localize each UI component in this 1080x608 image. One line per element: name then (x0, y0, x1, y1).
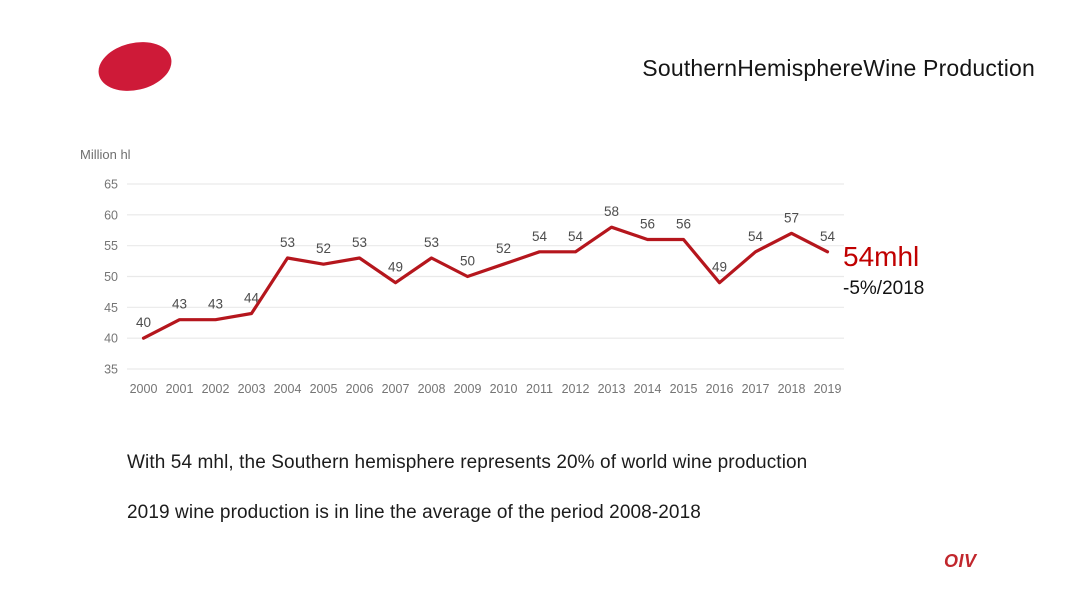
data-point-label: 44 (244, 291, 260, 306)
data-point-label: 43 (172, 297, 187, 312)
annotation-latest-value: 54mhl (843, 241, 920, 272)
data-point-label: 56 (676, 217, 691, 232)
x-tick-label: 2016 (706, 382, 734, 396)
data-point-label: 53 (424, 235, 439, 250)
x-tick-label: 2002 (202, 382, 230, 396)
data-point-label: 49 (388, 260, 403, 275)
data-point-label: 54 (820, 229, 836, 244)
y-tick-label: 35 (104, 363, 118, 377)
data-point-label: 58 (604, 204, 619, 219)
y-tick-label: 65 (104, 178, 118, 192)
x-tick-label: 2003 (238, 382, 266, 396)
x-tick-label: 2017 (742, 382, 770, 396)
x-tick-label: 2001 (166, 382, 194, 396)
y-tick-label: 55 (104, 239, 118, 253)
y-tick-label: 40 (104, 332, 118, 346)
y-tick-label: 45 (104, 301, 118, 315)
data-point-label: 52 (316, 241, 331, 256)
note-line-1: With 54 mhl, the Southern hemisphere rep… (127, 452, 808, 473)
data-point-label: 57 (784, 210, 799, 225)
data-point-label: 54 (748, 229, 764, 244)
x-tick-label: 2009 (454, 382, 482, 396)
series-line (141, 225, 830, 340)
x-tick-label: 2015 (670, 382, 698, 396)
y-axis-label: Million hl (80, 147, 131, 162)
x-tick-label: 2012 (562, 382, 590, 396)
data-point-label: 52 (496, 241, 511, 256)
x-tick-label: 2008 (418, 382, 446, 396)
data-point-label: 54 (532, 229, 548, 244)
data-point-label: 53 (280, 235, 295, 250)
y-tick-label: 60 (104, 208, 118, 222)
oiv-logo: OIV (944, 551, 977, 571)
data-point-label: 43 (208, 297, 223, 312)
y-tick-label: 50 (104, 270, 118, 284)
x-tick-label: 2014 (634, 382, 662, 396)
x-tick-label: 2011 (526, 382, 553, 396)
data-point-label: 54 (568, 229, 584, 244)
x-tick-label: 2007 (382, 382, 410, 396)
x-tick-label: 2013 (598, 382, 626, 396)
note-line-2: 2019 wine production is in line the aver… (127, 502, 701, 523)
slide-title: SouthernHemisphereWine Production (642, 55, 1035, 81)
x-tick-label: 2018 (778, 382, 806, 396)
data-point-label: 40 (136, 315, 151, 330)
data-point-label: 56 (640, 217, 655, 232)
data-point-label: 53 (352, 235, 367, 250)
x-tick-label: 2000 (130, 382, 158, 396)
x-tick-label: 2006 (346, 382, 374, 396)
x-tick-label: 2010 (490, 382, 518, 396)
x-tick-label: 2004 (274, 382, 302, 396)
data-point-label: 50 (460, 254, 475, 269)
x-tick-label: 2019 (814, 382, 842, 396)
data-point-label: 49 (712, 260, 727, 275)
x-tick-label: 2005 (310, 382, 338, 396)
annotation-change-vs-2018: -5%/2018 (843, 278, 925, 299)
